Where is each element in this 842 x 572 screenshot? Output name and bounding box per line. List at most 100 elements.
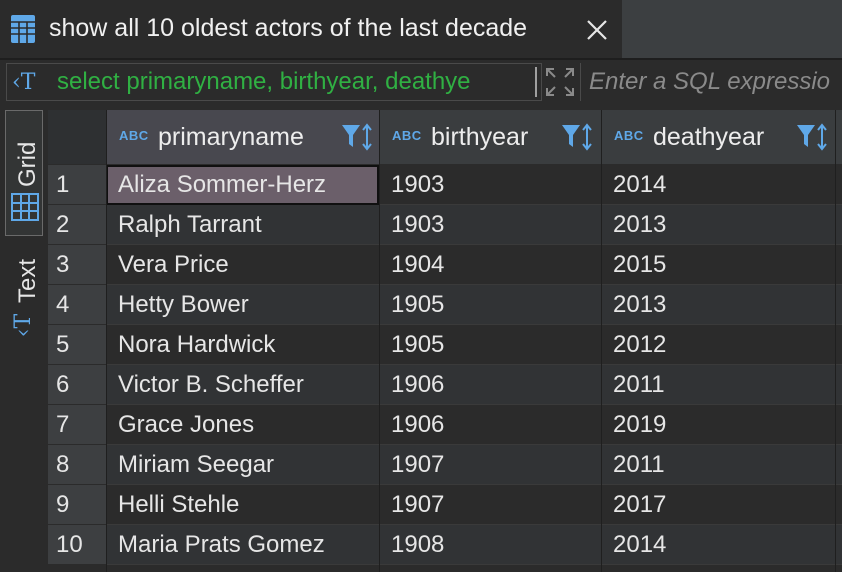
expand-icon[interactable] — [544, 66, 576, 98]
column-header-deathyear[interactable]: ABC deathyear — [601, 110, 835, 164]
cell-deathyear[interactable]: 2012 — [601, 325, 835, 365]
column-header-label: deathyear — [653, 123, 765, 151]
cell-birthyear[interactable]: 1905 — [379, 285, 601, 325]
cell-deathyear[interactable]: 2013 — [601, 205, 835, 245]
cell-deathyear[interactable]: 2017 — [601, 485, 835, 525]
cell-primaryname[interactable]: Victor B. Scheffer — [106, 365, 379, 405]
cell-value: Vera Price — [118, 251, 229, 278]
row-number-label: 5 — [56, 331, 70, 358]
column-divider — [106, 110, 107, 572]
cell-deathyear[interactable]: 2019 — [601, 405, 835, 445]
cell-value: Hetty Bower — [118, 291, 249, 318]
filter-sort-icon[interactable] — [560, 122, 594, 152]
cell-value: 1905 — [391, 331, 445, 358]
cell-primaryname[interactable]: Grace Jones — [106, 405, 379, 445]
cell-primaryname[interactable]: Vera Price — [106, 245, 379, 285]
row-number[interactable]: 2 — [48, 205, 106, 245]
cell-value: 1904 — [391, 251, 445, 278]
tab-text[interactable]: Text ‹T — [5, 250, 43, 360]
cell-primaryname[interactable]: Helli Stehle — [106, 485, 379, 525]
cell-value: 2011 — [613, 451, 665, 478]
sql-expression-placeholder[interactable]: Enter a SQL expressio — [589, 68, 831, 95]
cell-deathyear[interactable]: 2011 — [601, 365, 835, 405]
table-row[interactable]: 4 Hetty Bower 1905 2013 — [48, 285, 842, 325]
row-number-label: 6 — [56, 371, 70, 398]
column-divider — [835, 110, 836, 572]
row-number-label: 4 — [56, 291, 70, 318]
cell-deathyear[interactable]: 2014 — [601, 165, 835, 205]
tab-title: show all 10 oldest actors of the last de… — [49, 14, 528, 42]
cell-value: 1903 — [391, 171, 445, 198]
string-type-icon: ABC — [392, 128, 422, 143]
table-row[interactable]: 3 Vera Price 1904 2015 — [48, 245, 842, 285]
tab-grid-label: Grid — [14, 141, 41, 187]
cell-primaryname[interactable]: Nora Hardwick — [106, 325, 379, 365]
row-number[interactable]: 6 — [48, 365, 106, 405]
table-row[interactable]: 6 Victor B. Scheffer 1906 2011 — [48, 365, 842, 405]
cell-birthyear[interactable]: 1907 — [379, 445, 601, 485]
cell-value: Helli Stehle — [118, 491, 240, 518]
row-number[interactable]: 7 — [48, 405, 106, 445]
cell-birthyear[interactable]: 1903 — [379, 165, 601, 205]
cell-primaryname[interactable]: Miriam Seegar — [106, 445, 379, 485]
cell-value: 2013 — [613, 291, 667, 318]
cell-birthyear[interactable]: 1906 — [379, 365, 601, 405]
cell-birthyear[interactable]: 1907 — [379, 485, 601, 525]
sql-expression-input[interactable] — [580, 63, 842, 101]
row-number-label: 3 — [56, 251, 70, 278]
row-number[interactable]: 9 — [48, 485, 106, 525]
cell-overflow — [835, 245, 842, 285]
text-view-icon: ‹T — [11, 313, 37, 338]
cell-overflow — [835, 365, 842, 405]
results-tab[interactable]: show all 10 oldest actors of the last de… — [0, 0, 622, 58]
cell-value: 2011 — [613, 371, 665, 398]
cell-primaryname[interactable]: Maria Prats Gomez — [106, 525, 379, 565]
column-header-primaryname[interactable]: ABC primaryname — [106, 110, 379, 164]
string-type-icon: ABC — [119, 128, 149, 143]
cell-primaryname[interactable]: Aliza Sommer-Herz — [106, 165, 379, 205]
cell-deathyear[interactable]: 2013 — [601, 285, 835, 325]
cell-deathyear[interactable]: 2011 — [601, 445, 835, 485]
cell-primaryname[interactable]: Hetty Bower — [106, 285, 379, 325]
cell-deathyear[interactable]: 2014 — [601, 525, 835, 565]
grid-corner-header[interactable] — [48, 110, 106, 164]
table-row[interactable]: 7 Grace Jones 1906 2019 — [48, 405, 842, 445]
row-number[interactable]: 10 — [48, 525, 106, 565]
table-row[interactable]: 8 Miriam Seegar 1907 2011 — [48, 445, 842, 485]
cell-primaryname[interactable]: Ralph Tarrant — [106, 205, 379, 245]
cell-value: 2013 — [613, 211, 667, 238]
row-number[interactable]: 3 — [48, 245, 106, 285]
cell-value: 2019 — [613, 411, 667, 438]
cell-value: 2012 — [613, 331, 667, 358]
row-number-label: 2 — [56, 211, 70, 238]
row-number-label: 1 — [56, 171, 70, 198]
row-number[interactable]: 5 — [48, 325, 106, 365]
cell-value: 1906 — [391, 371, 445, 398]
row-number[interactable]: 4 — [48, 285, 106, 325]
cell-birthyear[interactable]: 1905 — [379, 325, 601, 365]
table-row[interactable]: 2 Ralph Tarrant 1903 2013 — [48, 205, 842, 245]
column-header-birthyear[interactable]: ABC birthyear — [379, 110, 601, 164]
cell-birthyear[interactable]: 1903 — [379, 205, 601, 245]
filter-sort-icon[interactable] — [795, 122, 829, 152]
table-row[interactable]: 9 Helli Stehle 1907 2017 — [48, 485, 842, 525]
cell-overflow — [835, 205, 842, 245]
filter-sort-icon[interactable] — [340, 122, 374, 152]
cell-birthyear[interactable]: 1908 — [379, 525, 601, 565]
cell-value: Victor B. Scheffer — [118, 371, 304, 398]
sql-query-field[interactable] — [6, 63, 542, 101]
row-number[interactable]: 1 — [48, 165, 106, 205]
table-row[interactable]: 5 Nora Hardwick 1905 2012 — [48, 325, 842, 365]
sql-query-text[interactable]: select primaryname, birthyear, deathye — [57, 68, 471, 95]
cell-birthyear[interactable]: 1906 — [379, 405, 601, 445]
cell-deathyear[interactable]: 2015 — [601, 245, 835, 285]
cell-birthyear[interactable]: 1904 — [379, 245, 601, 285]
cell-value: 1907 — [391, 491, 445, 518]
row-number[interactable]: 8 — [48, 445, 106, 485]
tab-grid[interactable]: Grid — [5, 110, 43, 236]
string-type-icon: ABC — [614, 128, 644, 143]
cell-value: 2014 — [613, 171, 667, 198]
table-row[interactable]: 1 Aliza Sommer-Herz 1903 2014 — [48, 165, 842, 205]
close-icon[interactable] — [584, 17, 610, 43]
table-row[interactable]: 10 Maria Prats Gomez 1908 2014 — [48, 525, 842, 565]
